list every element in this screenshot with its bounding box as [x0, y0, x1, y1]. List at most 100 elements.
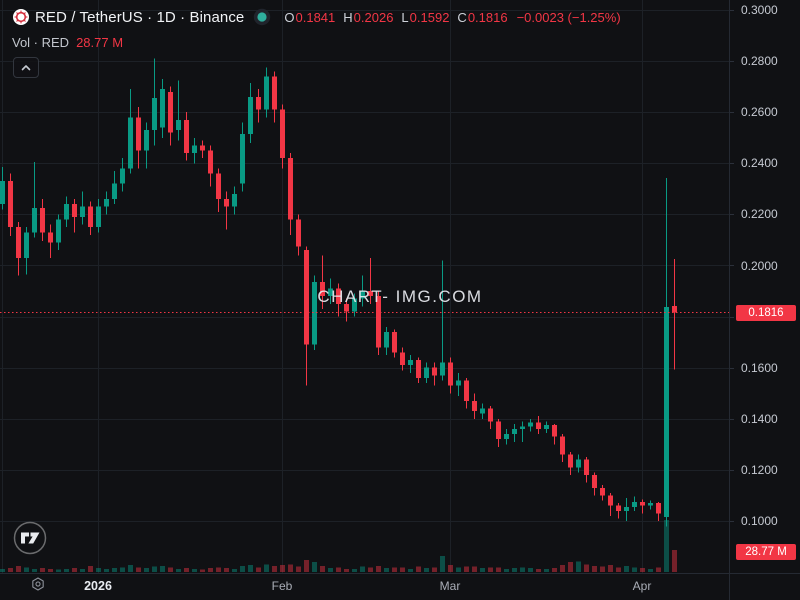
high-value: 0.2026 — [353, 9, 394, 25]
candle-body — [256, 96, 261, 110]
candle-body — [488, 408, 493, 422]
tradingview-logo[interactable] — [10, 518, 50, 558]
open-value: 0.1841 — [295, 9, 336, 25]
candle-body — [208, 150, 213, 174]
collapse-pane-button[interactable] — [13, 57, 39, 78]
time-axis-label: Feb — [271, 579, 293, 593]
candle-body — [272, 76, 277, 110]
candle-body — [584, 459, 589, 476]
volume-bar — [304, 559, 309, 572]
low-value: 0.1592 — [409, 9, 450, 25]
volume-bar — [656, 567, 661, 572]
market-status-dot-icon[interactable] — [253, 8, 271, 26]
volume-bar — [664, 520, 669, 572]
candle-body — [96, 206, 101, 228]
candle-body — [672, 306, 677, 313]
volume-bar — [392, 567, 397, 572]
volume-bar — [248, 565, 253, 572]
volume-bar — [72, 568, 77, 572]
volume-bar — [296, 566, 301, 572]
volume-bar — [240, 565, 245, 572]
volume-bar — [336, 567, 341, 572]
volume-bar — [128, 565, 133, 572]
candle-body — [512, 429, 517, 435]
volume-bar — [360, 566, 365, 572]
candle-body — [304, 250, 309, 345]
candle-body — [216, 173, 221, 200]
volume-bar — [256, 567, 261, 572]
candle-body — [280, 109, 285, 159]
candle-body — [520, 426, 525, 430]
symbol-title[interactable]: RED / TetherUS · 1D · Binance — [35, 8, 245, 26]
price-axis-label: 0.3000 — [741, 3, 778, 17]
volume-bar — [48, 568, 53, 572]
volume-bar — [568, 562, 573, 572]
candle-body — [168, 91, 173, 133]
volume-bar — [440, 555, 445, 572]
candle-body — [656, 503, 661, 514]
volume-bar — [592, 565, 597, 572]
candle-body — [264, 76, 269, 110]
chart-legend: RED / TetherUS · 1D · Binance O 0.1841 H… — [12, 8, 621, 50]
volume-bar — [8, 568, 13, 572]
price-axis-label: 0.1000 — [741, 514, 778, 528]
candle-body — [160, 89, 165, 128]
volume-bar — [120, 567, 125, 572]
volume-bar — [536, 568, 541, 572]
candle-body — [608, 495, 613, 506]
price-scale-settings-gear-icon[interactable] — [29, 575, 47, 593]
volume-bar — [192, 568, 197, 572]
candle-body — [368, 291, 373, 297]
candle-body — [320, 282, 325, 297]
legend-volume-row: Vol · RED 28.77 M — [12, 34, 621, 50]
volume-bar — [168, 567, 173, 572]
volume-bar — [464, 566, 469, 572]
price-axis-label: 0.1600 — [741, 360, 778, 375]
candle-body — [568, 454, 573, 468]
volume-bar — [264, 564, 269, 572]
candle-body — [240, 133, 245, 184]
price-axis-label: 0.2800 — [741, 54, 778, 69]
candle-body — [560, 436, 565, 455]
volume-bar — [496, 567, 501, 572]
candle-body — [192, 145, 197, 154]
volume-bar — [368, 567, 373, 572]
volume-bar — [456, 567, 461, 572]
volume-bar — [520, 567, 525, 572]
candle-body — [456, 380, 461, 386]
price-axis-label: 0.2000 — [741, 258, 778, 273]
volume-bar — [320, 565, 325, 572]
candle-body — [184, 119, 189, 154]
time-axis-label: Mar — [439, 579, 461, 593]
high-label: H — [343, 9, 353, 25]
volume-bar — [272, 565, 277, 572]
candle-body — [472, 400, 477, 412]
candle-body — [248, 96, 253, 134]
volume-bar — [400, 567, 405, 572]
volume-bar — [552, 568, 557, 572]
price-scale[interactable]: 0.1816 28.77 M 0.3000 0.2800 0.2600 0.2400 0… — [730, 0, 800, 573]
candle-body — [504, 434, 509, 440]
candle-body — [88, 206, 93, 228]
time-axis-label: Apr — [632, 579, 652, 593]
low-label: L — [401, 9, 409, 25]
volume-bar — [544, 568, 549, 572]
candle-body — [440, 362, 445, 376]
volume-bar — [560, 565, 565, 572]
volume-indicator-value: 28.77 M — [76, 34, 124, 50]
volume-bar — [232, 568, 237, 572]
candle-body — [232, 193, 237, 207]
time-scale[interactable]: 2026 Feb Mar Apr — [0, 573, 800, 600]
volume-indicator-label[interactable]: Vol · RED — [12, 34, 70, 50]
volume-bar — [160, 565, 165, 572]
volume-bar — [424, 568, 429, 572]
volume-bar — [648, 568, 653, 572]
volume-bar — [64, 568, 69, 572]
candle-body — [400, 352, 405, 366]
volume-bar — [384, 568, 389, 572]
candle-body — [32, 208, 37, 233]
candle-body — [352, 298, 357, 312]
volume-bar — [136, 567, 141, 572]
